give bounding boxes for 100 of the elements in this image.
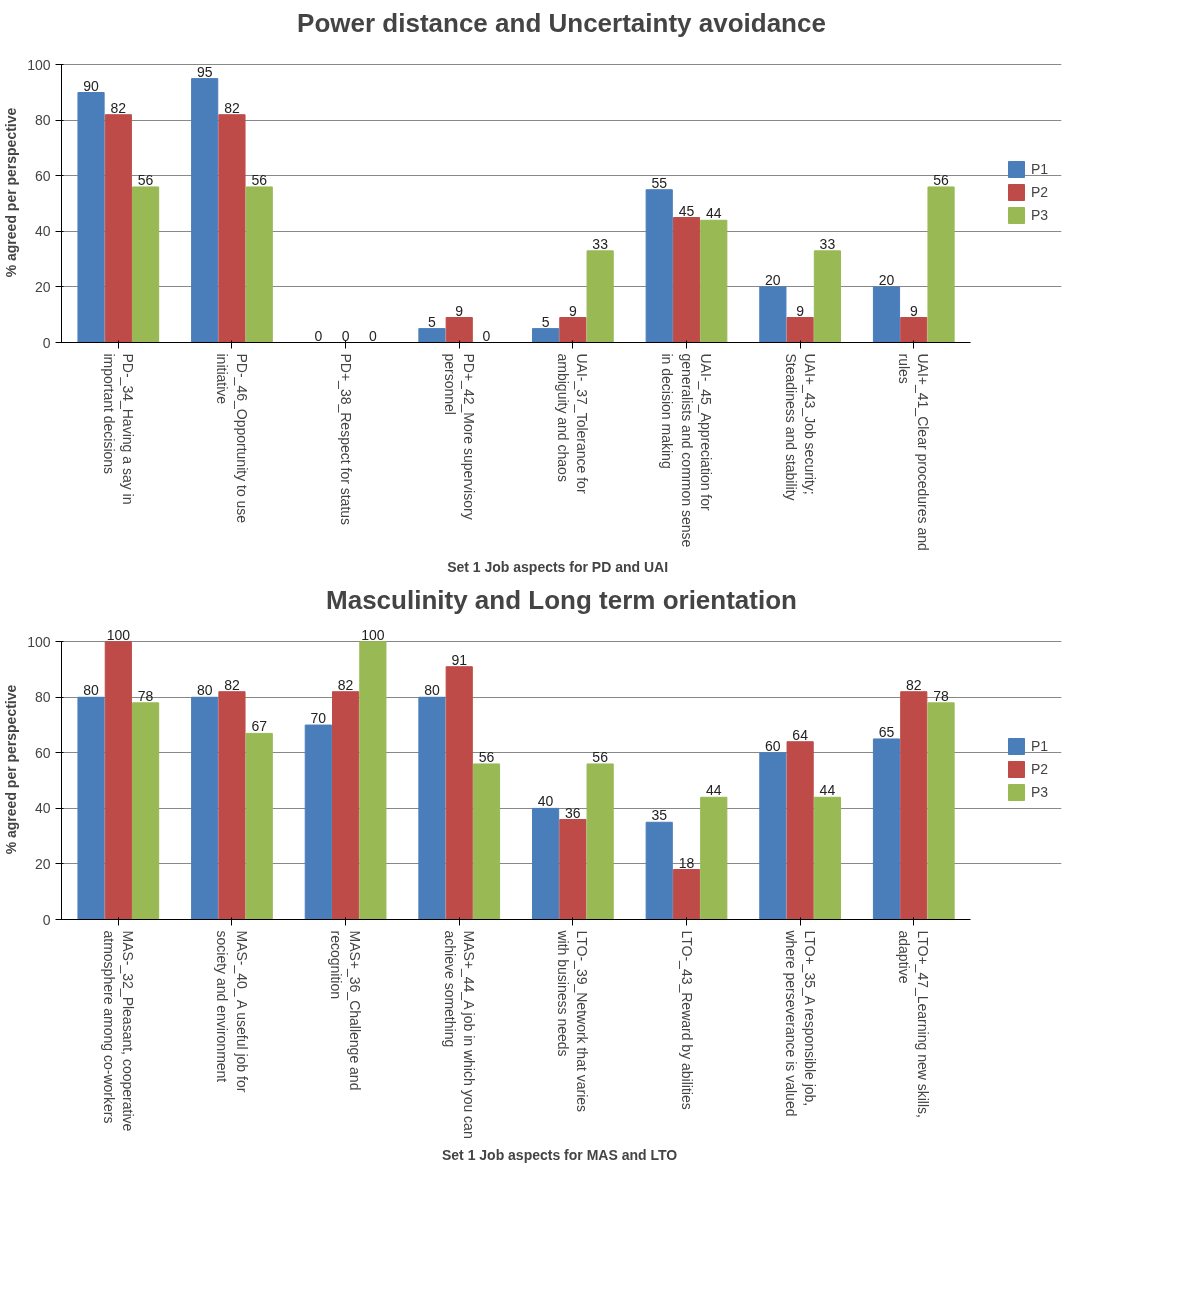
x-tick-label: LTO+_47_Learning new skills, adaptive [896,930,932,1118]
bar [191,78,219,343]
data-label: 18 [678,854,695,871]
y-tick-label: 0 [42,911,51,928]
bar [559,819,587,920]
data-label: 64 [792,726,809,743]
bar [645,821,673,920]
data-label: 45 [678,202,695,219]
legend-label: P1 [1031,161,1050,177]
bar [132,186,160,343]
data-label: 95 [196,63,213,80]
data-label: 82 [337,676,354,693]
bar [104,641,132,920]
legend-label: P1 [1031,738,1050,754]
bar [132,702,160,920]
x-tick-label: UAI+_41_Clear procedures and rules [896,353,932,551]
data-label: 5 [541,313,550,330]
data-label: 80 [424,682,440,699]
y-tick-label: 60 [34,167,51,184]
data-label: 9 [568,302,577,319]
bar [900,691,928,920]
data-label: 20 [765,271,781,288]
x-tick-label: PD-_46_Opportunity to use initiative [214,353,250,524]
bar [586,763,614,920]
bar [445,317,473,343]
legend-label: P2 [1031,184,1050,200]
data-label: 36 [565,804,581,821]
bar [786,317,814,343]
data-label: 91 [451,651,468,668]
data-label: 55 [651,174,668,191]
data-label: 60 [765,737,781,754]
y-tick-label: 100 [27,633,51,650]
bar [332,691,360,920]
bar [559,317,587,343]
data-label: 70 [310,710,327,727]
bar [586,250,614,343]
data-label: 78 [137,687,154,704]
y-tick-label: 20 [34,855,51,872]
data-label: 33 [819,235,836,252]
data-label: 5 [428,313,437,330]
y-tick-label: 60 [34,744,51,761]
bar [672,217,701,343]
data-label: 35 [651,807,668,824]
bar [77,696,105,920]
x-tick-label: PD+_42_More supervisory personnel [441,353,477,520]
y-axis-title: % agreed per perspective [3,107,20,278]
y-tick-label: 80 [34,112,51,129]
bar [532,328,560,343]
data-label: 0 [482,327,491,344]
data-label: 40 [537,793,554,810]
data-label: 82 [224,99,240,116]
bar [645,189,673,343]
data-label: 90 [83,77,100,94]
bar [813,796,841,920]
legend-label: P3 [1031,207,1050,223]
bar [532,807,560,920]
data-label: 9 [455,302,464,319]
x-axis-title: Set 1 Job aspects for MAS and LTO [441,1147,678,1164]
data-label: 100 [106,626,131,643]
bar [672,869,701,920]
y-tick-label: 0 [42,334,51,351]
bar [472,763,501,920]
x-tick-label: MAS-_32_Pleasant, cooperative atmosphere among co-workers [100,930,136,1132]
data-label: 100 [361,626,385,643]
data-label: 44 [819,782,836,799]
data-label: 20 [878,271,895,288]
bar [359,641,387,920]
bar [700,796,728,920]
bar [759,286,787,343]
bar [927,702,955,920]
data-label: 56 [933,171,950,188]
x-tick-label: MAS+_36_Challenge and recognition [327,930,364,1091]
data-label: 56 [251,171,268,188]
bar [927,186,955,343]
x-tick-label: PD-_34_Having a say in important decisions [100,353,136,505]
legend-label: P3 [1031,784,1050,800]
bar [813,250,841,343]
bar [77,92,105,343]
bar [304,724,332,920]
data-label: 44 [705,205,722,222]
bar [786,741,814,920]
data-label: 80 [196,682,213,699]
data-label: 78 [933,687,950,704]
bar [418,696,446,920]
bar [218,691,246,920]
bar [245,732,273,920]
y-tick-label: 100 [27,56,51,73]
bar [700,219,728,343]
data-label: 80 [83,682,100,699]
y-tick-label: 40 [34,800,51,817]
y-tick-label: 80 [34,689,51,706]
bar [245,186,273,343]
chart-title: Masculinity and Long term orientation [326,584,797,615]
y-tick-label: 20 [34,278,51,295]
data-label: 33 [592,235,609,252]
data-label: 67 [251,718,268,735]
x-tick-label: LTO-_43_Reward by abilities [678,930,695,1110]
bar [872,738,901,920]
bar [900,317,928,343]
data-label: 82 [905,676,922,693]
